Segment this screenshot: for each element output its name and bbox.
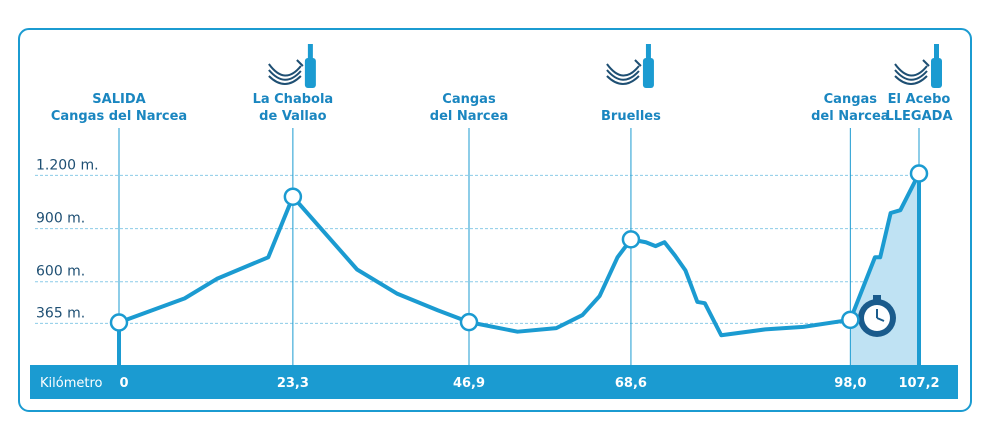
waypoint-marker	[109, 313, 129, 332]
bottle	[931, 58, 942, 88]
supply-icon	[894, 44, 942, 88]
x-tick-label: 107,2	[898, 376, 939, 391]
waypoint-label: de Vallao	[259, 109, 326, 124]
x-axis-label: Kilómetro	[40, 376, 103, 391]
waypoint-label: El Acebo	[888, 92, 951, 107]
supply-icon	[268, 44, 316, 88]
bottle	[304, 58, 316, 88]
banana-stem	[634, 59, 642, 67]
banana	[606, 63, 640, 77]
waypoint-label: Cangas	[824, 92, 878, 107]
waypoint-marker	[621, 230, 641, 249]
stopwatch-hand	[876, 309, 885, 322]
y-tick-label: 1.200 m.	[36, 157, 99, 173]
banana-stem	[296, 59, 304, 67]
banana	[894, 63, 928, 77]
waypoint-label: La Chabola	[253, 92, 334, 107]
banana	[268, 69, 302, 81]
x-tick-label: 46,9	[453, 376, 485, 391]
waypoint-label: del Narcea	[430, 109, 508, 124]
waypoint-label: SALIDA	[92, 92, 145, 107]
y-tick-label: 365 m.	[36, 305, 85, 321]
stopwatch-icon	[858, 295, 896, 337]
waypoint-label: Cangas	[442, 92, 496, 107]
y-tick-label: 900 m.	[36, 211, 85, 227]
waypoint-marker	[459, 312, 479, 332]
bottle	[642, 58, 654, 88]
x-tick-label: 0	[119, 376, 128, 391]
supply-icon	[606, 44, 654, 88]
banana	[894, 75, 928, 85]
waypoint-label: Bruelles	[601, 109, 661, 124]
waypoint-marker	[841, 310, 860, 330]
waypoint-label: LLEGADA	[885, 109, 952, 124]
x-tick-label: 68,6	[615, 376, 647, 391]
waypoint-marker	[909, 164, 929, 183]
waypoint-label: del Narcea	[811, 109, 889, 124]
banana	[606, 69, 640, 81]
x-tick-label: 23,3	[277, 376, 309, 391]
y-tick-label: 600 m.	[36, 264, 85, 280]
bottle-neck	[307, 44, 313, 60]
banana	[606, 75, 640, 85]
frame	[18, 28, 972, 412]
x-tick-label: 98,0	[834, 376, 866, 391]
km-bar	[30, 365, 958, 399]
waypoint-label: Cangas del Narcea	[51, 109, 187, 124]
stopwatch-crown	[873, 295, 881, 300]
waypoint-marker	[283, 187, 303, 206]
banana	[268, 75, 302, 85]
banana	[894, 69, 928, 81]
bottle-neck	[934, 44, 939, 60]
banana-stem	[922, 59, 930, 67]
banana	[268, 63, 302, 77]
bottle-neck	[645, 44, 651, 60]
